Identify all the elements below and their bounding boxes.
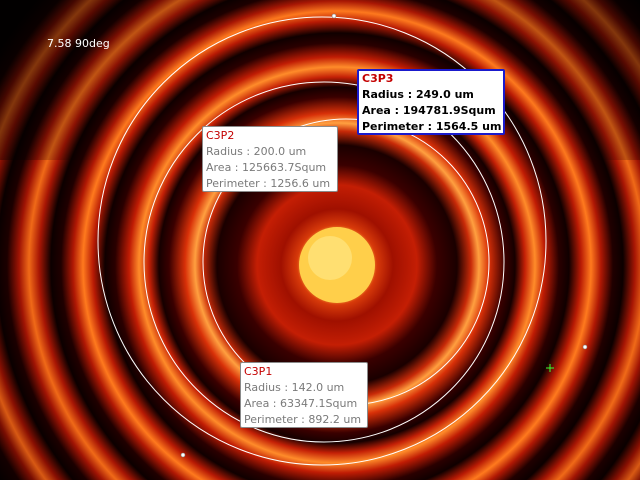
measurement-perimeter: Perimeter : 892.2 um [244,413,362,426]
measurement-circle-c3p2 [143,81,505,443]
measurement-label-c3p2[interactable]: C3P2 Radius : 200.0 um Area : 125663.7Sq… [202,126,338,192]
measurement-area: Area : 125663.7Squm [206,161,327,174]
measurement-radius: Radius : 200.0 um [206,145,307,158]
measurement-title: C3P3 [362,72,394,85]
measurement-label-c3p1[interactable]: C3P1 Radius : 142.0 um Area : 63347.1Squ… [240,362,368,428]
measurement-perimeter: Perimeter : 1564.5 um [362,120,502,133]
measurement-area: Area : 194781.9Squm [362,104,496,117]
measurement-title: C3P2 [206,129,235,142]
measurement-title: C3P1 [244,365,273,378]
measurement-radius: Radius : 249.0 um [362,88,474,101]
circle-handle [582,344,588,350]
measurement-radius: Radius : 142.0 um [244,381,345,394]
angle-readout: 7.58 90deg [47,37,110,50]
crosshair-marker [546,364,554,372]
measurement-circle-c3p3 [97,16,547,466]
measurement-label-c3p3[interactable]: C3P3 Radius : 249.0 um Area : 194781.9Sq… [357,69,505,135]
measurement-area: Area : 63347.1Squm [244,397,358,410]
circle-handle [180,452,186,458]
circle-handle [331,13,337,19]
measurement-perimeter: Perimeter : 1256.6 um [206,177,331,190]
